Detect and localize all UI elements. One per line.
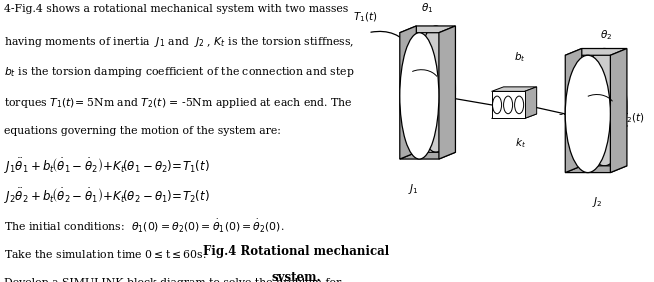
Polygon shape [610, 49, 627, 173]
Text: $\theta_1$: $\theta_1$ [421, 1, 434, 15]
Ellipse shape [417, 26, 455, 152]
Polygon shape [400, 26, 417, 159]
Text: system.: system. [271, 271, 320, 282]
Polygon shape [565, 166, 627, 173]
Ellipse shape [582, 49, 627, 166]
Text: $J_2\ddot{\theta}_2 +b_t\!\left(\dot{\theta}_2 - \dot{\theta}_1\right)\!+\! K_t\: $J_2\ddot{\theta}_2 +b_t\!\left(\dot{\th… [4, 187, 209, 206]
Text: $J_1$: $J_1$ [408, 182, 419, 196]
Text: 4-Fig.4 shows a rotational mechanical system with two masses: 4-Fig.4 shows a rotational mechanical sy… [4, 4, 348, 14]
Polygon shape [565, 49, 627, 55]
Text: Fig.4 Rotational mechanical: Fig.4 Rotational mechanical [203, 245, 389, 258]
Ellipse shape [565, 55, 610, 173]
Text: $b_t$: $b_t$ [514, 50, 526, 64]
Polygon shape [565, 49, 582, 173]
Text: $J_1\ddot{\theta}_1 +b_t\!\left(\dot{\theta}_1 - \dot{\theta}_2\right)\!+\! K_t\: $J_1\ddot{\theta}_1 +b_t\!\left(\dot{\th… [4, 157, 209, 176]
Text: $b_t$ is the torsion damping coefficient of the connection and step: $b_t$ is the torsion damping coefficient… [4, 65, 354, 79]
Polygon shape [400, 26, 455, 33]
Polygon shape [492, 91, 525, 118]
Text: Take the simulation time 0$\leq$t$\leq$60s.: Take the simulation time 0$\leq$t$\leq$6… [4, 248, 206, 260]
Text: The initial conditions:  $\theta_1(0) = \theta_2(0) = \dot{\theta}_1(0) = \dot{\: The initial conditions: $\theta_1(0) = \… [4, 217, 284, 234]
Polygon shape [400, 152, 455, 159]
Text: $T_2(t)$: $T_2(t)$ [621, 112, 645, 125]
Polygon shape [525, 87, 537, 118]
Text: $J_2$: $J_2$ [591, 195, 602, 209]
Ellipse shape [400, 33, 439, 159]
Polygon shape [492, 87, 537, 91]
Polygon shape [492, 114, 537, 118]
Text: torques $T_1(t)$= 5Nm and $T_2(t)$ = -5Nm applied at each end. The: torques $T_1(t)$= 5Nm and $T_2(t)$ = -5N… [4, 96, 353, 110]
Text: having moments of inertia  $J_1$ and  $J_2$ , $K_t$ is the torsion stiffness,: having moments of inertia $J_1$ and $J_2… [4, 35, 354, 49]
Text: $k_t$: $k_t$ [515, 136, 526, 150]
Text: $\theta_2$: $\theta_2$ [600, 28, 612, 42]
Text: Develop a SIMULINK block diagram to solve the problem for: Develop a SIMULINK block diagram to solv… [4, 278, 341, 282]
Text: $T_1(t)$: $T_1(t)$ [353, 10, 377, 24]
Polygon shape [439, 26, 455, 159]
Text: equations governing the motion of the system are:: equations governing the motion of the sy… [4, 126, 281, 136]
